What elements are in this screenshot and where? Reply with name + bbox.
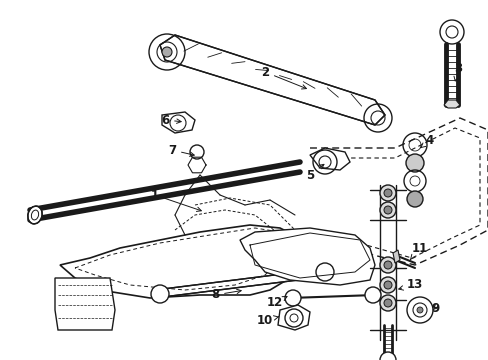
- Polygon shape: [160, 35, 384, 125]
- Polygon shape: [443, 100, 459, 108]
- Circle shape: [190, 145, 203, 159]
- Polygon shape: [309, 148, 349, 170]
- Circle shape: [406, 191, 422, 207]
- Polygon shape: [60, 225, 305, 298]
- Polygon shape: [162, 112, 195, 133]
- Polygon shape: [278, 305, 309, 330]
- Ellipse shape: [28, 206, 42, 224]
- Circle shape: [383, 206, 391, 214]
- Circle shape: [379, 257, 395, 273]
- Polygon shape: [55, 278, 115, 330]
- Text: 11: 11: [409, 242, 427, 260]
- Circle shape: [364, 287, 380, 303]
- Text: 13: 13: [398, 279, 422, 292]
- Circle shape: [285, 290, 301, 306]
- Text: 5: 5: [305, 165, 323, 181]
- Circle shape: [383, 261, 391, 269]
- Circle shape: [416, 307, 422, 313]
- Circle shape: [285, 309, 303, 327]
- Polygon shape: [392, 250, 399, 263]
- Circle shape: [383, 189, 391, 197]
- Circle shape: [383, 281, 391, 289]
- Circle shape: [379, 352, 395, 360]
- Polygon shape: [155, 268, 329, 298]
- Text: 12: 12: [266, 297, 286, 310]
- Text: 6: 6: [161, 113, 181, 126]
- Text: 2: 2: [261, 66, 306, 89]
- Circle shape: [379, 185, 395, 201]
- Circle shape: [405, 154, 423, 172]
- Text: 8: 8: [210, 288, 241, 302]
- Text: 3: 3: [453, 62, 461, 81]
- Circle shape: [162, 47, 172, 57]
- Text: 4: 4: [420, 134, 433, 148]
- Circle shape: [379, 295, 395, 311]
- Circle shape: [383, 299, 391, 307]
- Text: 9: 9: [430, 302, 438, 315]
- Circle shape: [379, 202, 395, 218]
- Polygon shape: [240, 228, 374, 285]
- Circle shape: [151, 285, 169, 303]
- Text: 1: 1: [151, 189, 201, 211]
- Circle shape: [406, 297, 432, 323]
- Circle shape: [379, 277, 395, 293]
- Text: 7: 7: [167, 144, 194, 157]
- Polygon shape: [30, 162, 299, 220]
- Circle shape: [315, 263, 333, 281]
- Text: 10: 10: [256, 314, 278, 327]
